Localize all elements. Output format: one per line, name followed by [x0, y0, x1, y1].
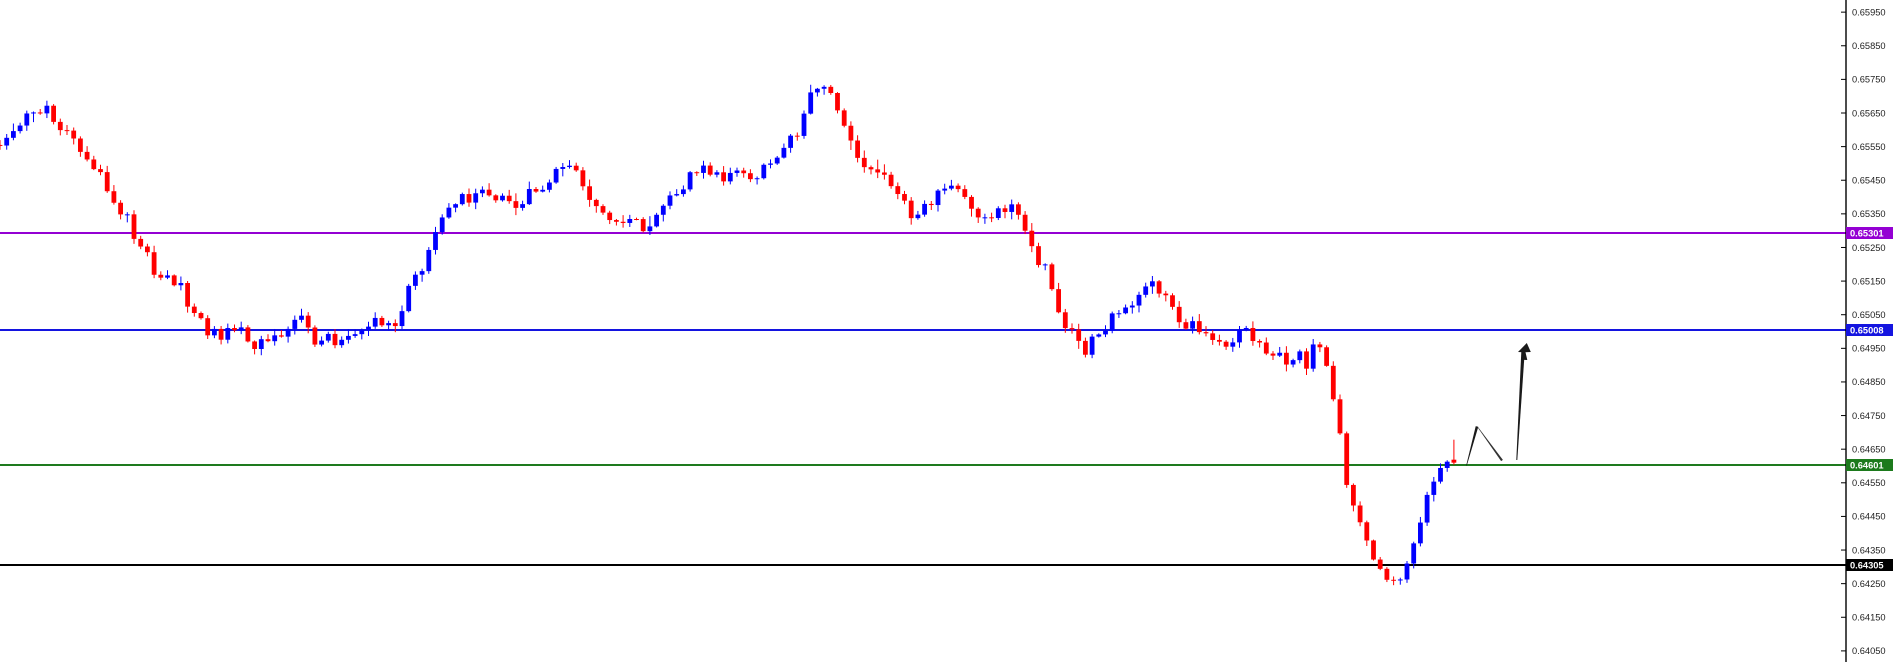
svg-text:0.65250: 0.65250: [1852, 243, 1886, 253]
svg-text:0.65350: 0.65350: [1852, 209, 1886, 219]
svg-text:0.64950: 0.64950: [1852, 344, 1886, 354]
svg-text:0.64305: 0.64305: [1850, 560, 1884, 570]
svg-text:0.64850: 0.64850: [1852, 377, 1886, 387]
svg-text:0.65450: 0.65450: [1852, 176, 1886, 186]
svg-text:0.64650: 0.64650: [1852, 444, 1886, 454]
svg-text:0.65650: 0.65650: [1852, 108, 1886, 118]
svg-text:0.64601: 0.64601: [1850, 460, 1884, 470]
svg-text:0.64050: 0.64050: [1852, 646, 1886, 656]
svg-text:0.65850: 0.65850: [1852, 41, 1886, 51]
svg-text:0.65008: 0.65008: [1850, 325, 1884, 335]
svg-text:0.65750: 0.65750: [1852, 75, 1886, 85]
svg-text:0.65301: 0.65301: [1850, 228, 1884, 238]
svg-text:0.64250: 0.64250: [1852, 579, 1886, 589]
svg-text:0.65150: 0.65150: [1852, 276, 1886, 286]
svg-text:0.64750: 0.64750: [1852, 411, 1886, 421]
svg-text:0.64350: 0.64350: [1852, 545, 1886, 555]
svg-text:0.65550: 0.65550: [1852, 142, 1886, 152]
svg-text:0.64150: 0.64150: [1852, 613, 1886, 623]
svg-text:0.65050: 0.65050: [1852, 310, 1886, 320]
svg-text:0.64550: 0.64550: [1852, 478, 1886, 488]
svg-text:0.65950: 0.65950: [1852, 7, 1886, 17]
svg-text:0.64450: 0.64450: [1852, 512, 1886, 522]
